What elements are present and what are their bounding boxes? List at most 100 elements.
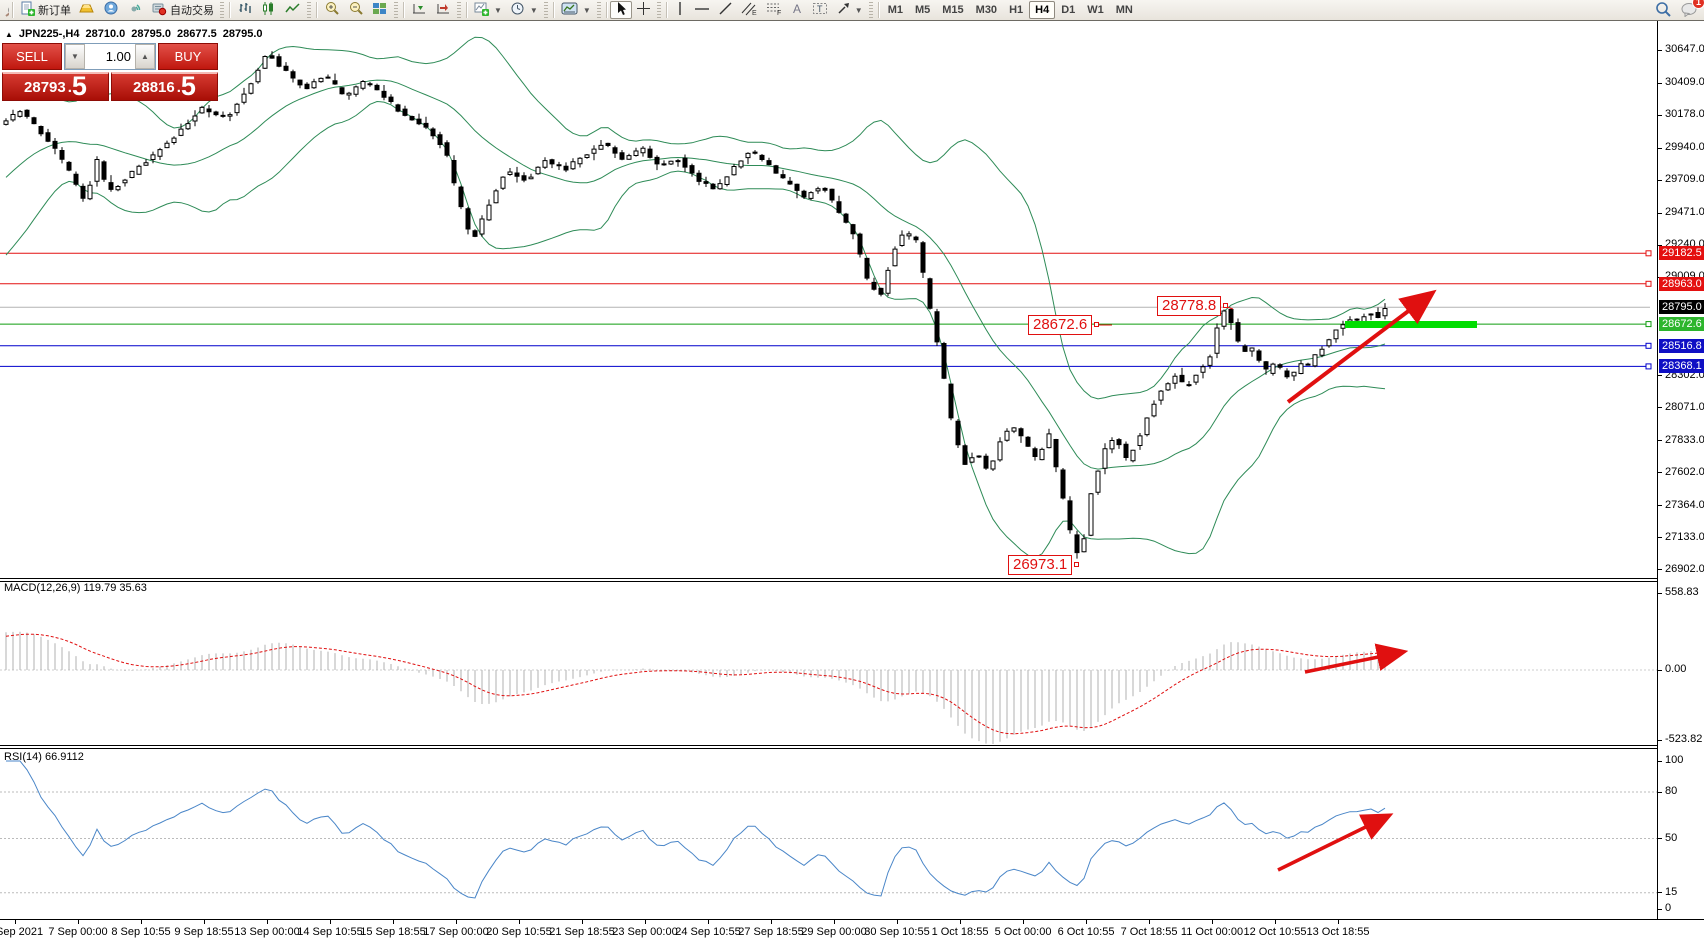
arrows-tool-icon (836, 1, 851, 19)
chart-shift-button[interactable] (431, 1, 455, 19)
timeframe-W1[interactable]: W1 (1087, 4, 1104, 16)
price-tick-label: 29940.0 (1665, 141, 1704, 154)
templates-button[interactable]: ▼ (557, 1, 595, 19)
time-tick (15, 920, 16, 924)
vertical-line-icon (674, 1, 686, 19)
rsi-scale-label: 0 (1665, 902, 1672, 914)
ohlc-high: 28795.0 (131, 28, 171, 40)
cursor-tool-button[interactable] (609, 1, 632, 19)
level-lines (0, 250, 1652, 370)
symbol-label: JPN225-,H4 (18, 28, 80, 40)
axis-tick (1658, 440, 1662, 442)
periods-button[interactable]: ▼ (506, 1, 542, 19)
new-order-button[interactable]: 新订单 (16, 1, 75, 19)
buy-button[interactable]: BUY (158, 43, 218, 70)
price-axis[interactable]: 30647.0 30409.0 30178.0 29940.0 29709.0 29471… (1657, 21, 1704, 919)
time-tick (1149, 920, 1150, 924)
price-tick-label: 27833.0 (1665, 433, 1704, 446)
community-button[interactable] (99, 1, 123, 19)
signals-button[interactable] (123, 1, 147, 19)
volume-input[interactable] (85, 44, 135, 69)
dropdown-arrow-icon: ▼ (854, 5, 863, 15)
vertical-line-tool[interactable] (670, 1, 690, 19)
candlestick-chart-button[interactable] (257, 1, 281, 19)
channel-tool[interactable]: E (737, 1, 762, 19)
svg-text:F: F (777, 10, 781, 16)
time-label: 29 Sep 00:00 (801, 926, 867, 938)
timeframe-M1[interactable]: M1 (887, 4, 903, 16)
green-zone-rectangle (1345, 321, 1477, 328)
time-label: 14 Sep 10:55 (297, 926, 363, 938)
buy-price-panel[interactable]: 28816. 5 (111, 72, 218, 101)
new-chart-button[interactable]: ▼ (470, 1, 506, 19)
price-annotation-28672.6[interactable]: 28672.6 (1028, 315, 1093, 335)
sell-price: 28793 (24, 79, 66, 96)
macd-indicator (5, 631, 1386, 744)
time-label: 6 Oct 10:55 (1057, 926, 1115, 938)
rsi-line (6, 760, 1386, 899)
timeframe-M30[interactable]: M30 (975, 4, 998, 16)
sell-price-panel[interactable]: 28793. 5 (2, 72, 109, 101)
drawn-objects[interactable] (1096, 289, 1477, 872)
annotation-anchor (1074, 562, 1079, 567)
volume-increase-button[interactable]: ▲ (135, 44, 155, 69)
time-label: 15 Sep 18:55 (360, 926, 426, 938)
autotrading-button[interactable]: 自动交易 (147, 1, 218, 19)
timeframe-M5[interactable]: M5 (914, 4, 931, 16)
timeframe-D1[interactable]: D1 (1061, 4, 1076, 16)
volume-stepper: ▼ ▲ (64, 43, 156, 70)
time-tick (519, 920, 520, 924)
timeframe-MN[interactable]: MN (1115, 4, 1133, 16)
search-icon[interactable] (1655, 1, 1672, 20)
text-label-icon: T (812, 1, 828, 19)
auto-scroll-icon (411, 1, 427, 19)
template-icon (561, 1, 579, 19)
price-annotation-28778.8[interactable]: 28778.8 (1157, 296, 1222, 316)
volume-decrease-button[interactable]: ▼ (65, 44, 85, 69)
text-label-tool[interactable]: T (808, 1, 832, 19)
clipped-edge-icon (2, 3, 9, 18)
deposit-button[interactable] (75, 1, 99, 19)
macd-values: 119.79 35.63 (83, 582, 147, 594)
zoom-out-button[interactable] (344, 1, 368, 19)
time-label: 1 Oct 18:55 (931, 926, 989, 938)
timeframe-H4[interactable]: H4 (1029, 1, 1056, 19)
dropdown-arrow-icon: ▼ (529, 5, 538, 15)
timeframe-H1[interactable]: H1 (1009, 4, 1024, 16)
new-chart-icon (474, 1, 490, 19)
time-label: 9 Sep 18:55 (174, 926, 234, 938)
time-label: 8 Sep 10:55 (111, 926, 171, 938)
time-axis[interactable]: 3 Sep 2021 7 Sep 00:008 Sep 10:559 Sep 18… (0, 919, 1704, 940)
trend-arrow-0 (1286, 289, 1437, 404)
price-chart-canvas[interactable] (0, 21, 1657, 919)
price-tick-label: 30647.0 (1665, 43, 1704, 55)
time-label: 7 Oct 18:55 (1120, 926, 1178, 938)
notifications-icon[interactable]: 1 (1680, 0, 1704, 20)
text-tool[interactable]: A (787, 1, 808, 19)
bar-chart-button[interactable] (233, 1, 257, 19)
rsi-scale-label: 80 (1665, 785, 1678, 797)
new-order-icon (20, 1, 35, 19)
price-annotation-26973.1[interactable]: 26973.1 (1008, 555, 1073, 575)
timeframe-M15[interactable]: M15 (942, 4, 964, 16)
level-price-badge: 28672.6 (1659, 317, 1704, 332)
trendline-tool[interactable] (714, 1, 737, 19)
dropdown-arrow-icon: ▼ (494, 5, 502, 15)
chart-window: 30647.0 30409.0 30178.0 29940.0 29709.0 29471… (0, 21, 1704, 940)
axis-tick (1658, 791, 1662, 793)
axis-tick (1658, 569, 1662, 571)
zoom-in-button[interactable] (320, 1, 344, 19)
line-chart-button[interactable] (281, 1, 305, 19)
auto-scroll-button[interactable] (407, 1, 431, 19)
arrows-tool[interactable]: ▼ (832, 1, 867, 19)
axis-tick (1658, 49, 1662, 51)
time-label: 30 Sep 10:55 (864, 926, 930, 938)
collapse-arrow-icon[interactable]: ▲ (5, 29, 13, 39)
time-label: 23 Sep 00:00 (612, 926, 678, 938)
horizontal-line-tool[interactable] (690, 1, 714, 19)
sell-button[interactable]: SELL (2, 43, 62, 70)
crosshair-tool-button[interactable] (632, 1, 655, 19)
time-tick (1023, 920, 1024, 924)
tile-windows-button[interactable] (368, 1, 392, 19)
fibonacci-tool[interactable]: F (762, 1, 787, 19)
